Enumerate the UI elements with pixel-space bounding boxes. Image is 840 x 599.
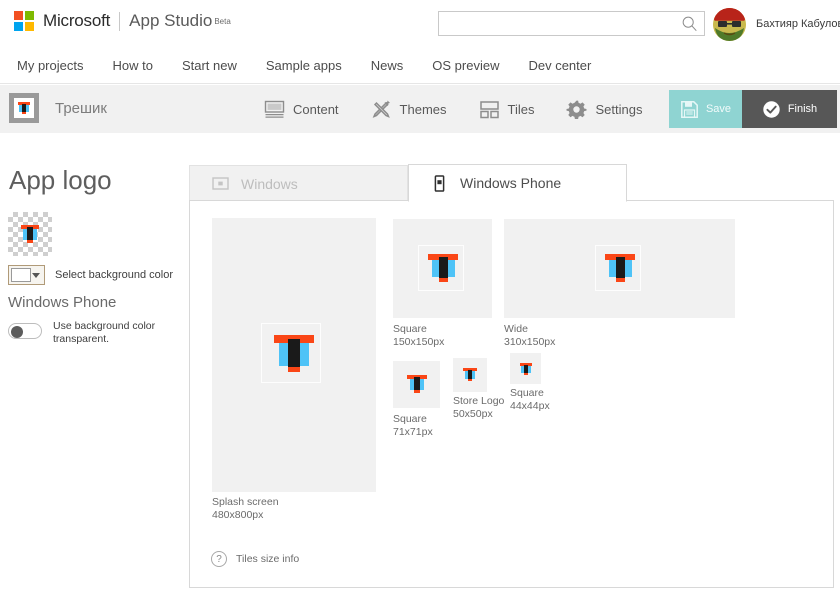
microsoft-wordmark: Microsoft: [43, 11, 111, 30]
asset-size: 150x150px: [393, 335, 445, 348]
color-swatch: [11, 268, 31, 282]
save-button-label: Save: [705, 103, 732, 115]
asset-size: 44x44px: [510, 399, 550, 412]
windows-desktop-icon: [212, 177, 229, 190]
app-logo-mark: [594, 244, 641, 291]
page-title: App logo: [9, 165, 112, 195]
nav-items: My projects How to Start new Sample apps…: [17, 58, 620, 73]
search-icon[interactable]: [681, 15, 699, 33]
asset-size: 50x50px: [453, 407, 493, 420]
tab-windows-phone[interactable]: Windows Phone: [408, 164, 627, 202]
toolbar-item-content-label: Content: [293, 101, 339, 117]
app-logo-mark: [406, 374, 428, 396]
app-logo-mark: [19, 223, 41, 245]
asset-name: Square: [510, 387, 544, 399]
asset-square-150[interactable]: [393, 219, 492, 318]
asset-wide-310[interactable]: [504, 219, 735, 318]
background-color-picker[interactable]: [8, 265, 45, 285]
main-navigation: My projects How to Start new Sample apps…: [0, 50, 840, 84]
microsoft-branding[interactable]: Microsoft App Studio Beta: [14, 11, 231, 31]
toolbar-item-content[interactable]: Content: [264, 99, 339, 120]
asset-size: 480x800px: [212, 508, 264, 521]
nav-item-news[interactable]: News: [370, 58, 404, 73]
tiles-size-info[interactable]: ? Tiles size info: [211, 551, 299, 567]
toolbar-item-tiles-label: Tiles: [507, 101, 535, 117]
transparent-background-toggle[interactable]: [8, 323, 42, 339]
nav-item-sample-apps[interactable]: Sample apps: [265, 58, 342, 73]
toggle-knob: [11, 326, 23, 338]
asset-name: Wide: [504, 323, 528, 335]
toolbar-item-themes[interactable]: Themes: [371, 99, 447, 120]
platform-tabs: Windows Windows Phone: [189, 164, 627, 202]
app-logo-mark: [417, 244, 464, 291]
asset-name: Store Logo: [453, 395, 505, 407]
search-box[interactable]: [438, 11, 705, 36]
asset-splash-screen[interactable]: [212, 218, 376, 492]
tiles-size-info-label: Tiles size info: [236, 553, 300, 565]
product-name: App Studio: [129, 11, 213, 30]
background-color-row: Select background color: [8, 265, 173, 285]
tab-windows-phone-label: Windows Phone: [460, 175, 562, 191]
transparent-background-row: Use background color transparent.: [8, 320, 163, 346]
transparent-background-label: Use background color transparent.: [53, 320, 156, 345]
search-input[interactable]: [439, 12, 677, 35]
toolbar-item-settings-label: Settings: [595, 101, 643, 117]
asset-size: 310x150px: [504, 335, 556, 348]
windows-phone-icon: [434, 174, 445, 192]
microsoft-logo-icon: [14, 11, 34, 31]
asset-store-logo-50-caption: Store Logo 50x50px: [453, 395, 504, 420]
nav-item-os-preview[interactable]: OS preview: [432, 58, 500, 73]
app-logo-mark: [462, 367, 478, 383]
asset-name: Square: [393, 413, 427, 425]
question-mark-icon[interactable]: ?: [211, 551, 227, 567]
asset-square-71[interactable]: [393, 361, 440, 408]
toolbar-item-themes-label: Themes: [399, 101, 447, 117]
background-color-label: Select background color: [55, 269, 174, 281]
finish-button-label: Finish: [787, 103, 818, 115]
app-logo-preview[interactable]: [8, 212, 52, 256]
toolbar-item-tiles[interactable]: Tiles: [479, 99, 535, 120]
nav-item-my-projects[interactable]: My projects: [17, 58, 84, 73]
monitor-icon: [264, 100, 285, 118]
toolbar-sections: Content Themes Tiles Settin: [264, 95, 674, 123]
brand-divider: [119, 11, 121, 31]
finish-button[interactable]: Finish: [742, 90, 837, 128]
chevron-down-icon[interactable]: [32, 273, 40, 278]
asset-store-logo-50[interactable]: [453, 358, 487, 392]
asset-square-71-caption: Square 71x71px: [393, 413, 433, 438]
save-button[interactable]: Save: [669, 90, 742, 128]
asset-name: Square: [393, 323, 427, 335]
app-logo-mark: [261, 323, 321, 383]
app-logo-mark: [17, 101, 31, 115]
platform-section-label: Windows Phone: [8, 294, 117, 311]
tab-windows[interactable]: Windows: [189, 165, 408, 202]
gear-icon: [566, 100, 587, 119]
project-logo-icon[interactable]: [9, 93, 39, 123]
nav-item-how-to[interactable]: How to: [112, 58, 153, 73]
avatar[interactable]: [713, 8, 746, 41]
nav-item-start-new[interactable]: Start new: [181, 58, 237, 73]
tab-windows-label: Windows: [241, 175, 298, 192]
asset-size: 71x71px: [393, 425, 433, 438]
asset-name: Splash screen: [212, 496, 279, 508]
project-title: Трешик: [55, 100, 107, 117]
grid-icon: [479, 100, 499, 118]
beta-badge: Beta: [214, 16, 231, 26]
toolbar-item-settings[interactable]: Settings: [566, 99, 642, 120]
asset-splash-screen-caption: Splash screen 480x800px: [212, 496, 279, 521]
asset-square-44-caption: Square 44x44px: [510, 387, 550, 412]
pencil-ruler-icon: [372, 99, 390, 118]
check-circle-icon: [763, 100, 780, 118]
app-logo-mark: [519, 362, 533, 376]
asset-square-150-caption: Square 150x150px: [393, 323, 444, 348]
top-header: Microsoft App Studio Beta Бахтияр Кабуло…: [0, 0, 840, 50]
floppy-disk-icon: [681, 100, 698, 118]
asset-square-44[interactable]: [510, 353, 541, 384]
assets-panel: Splash screen 480x800px Square 150x150px…: [189, 200, 834, 588]
nav-item-dev-center[interactable]: Dev center: [528, 58, 592, 73]
user-name[interactable]: Бахтияр Кабулов: [756, 18, 840, 30]
asset-wide-310-caption: Wide 310x150px: [504, 323, 555, 348]
